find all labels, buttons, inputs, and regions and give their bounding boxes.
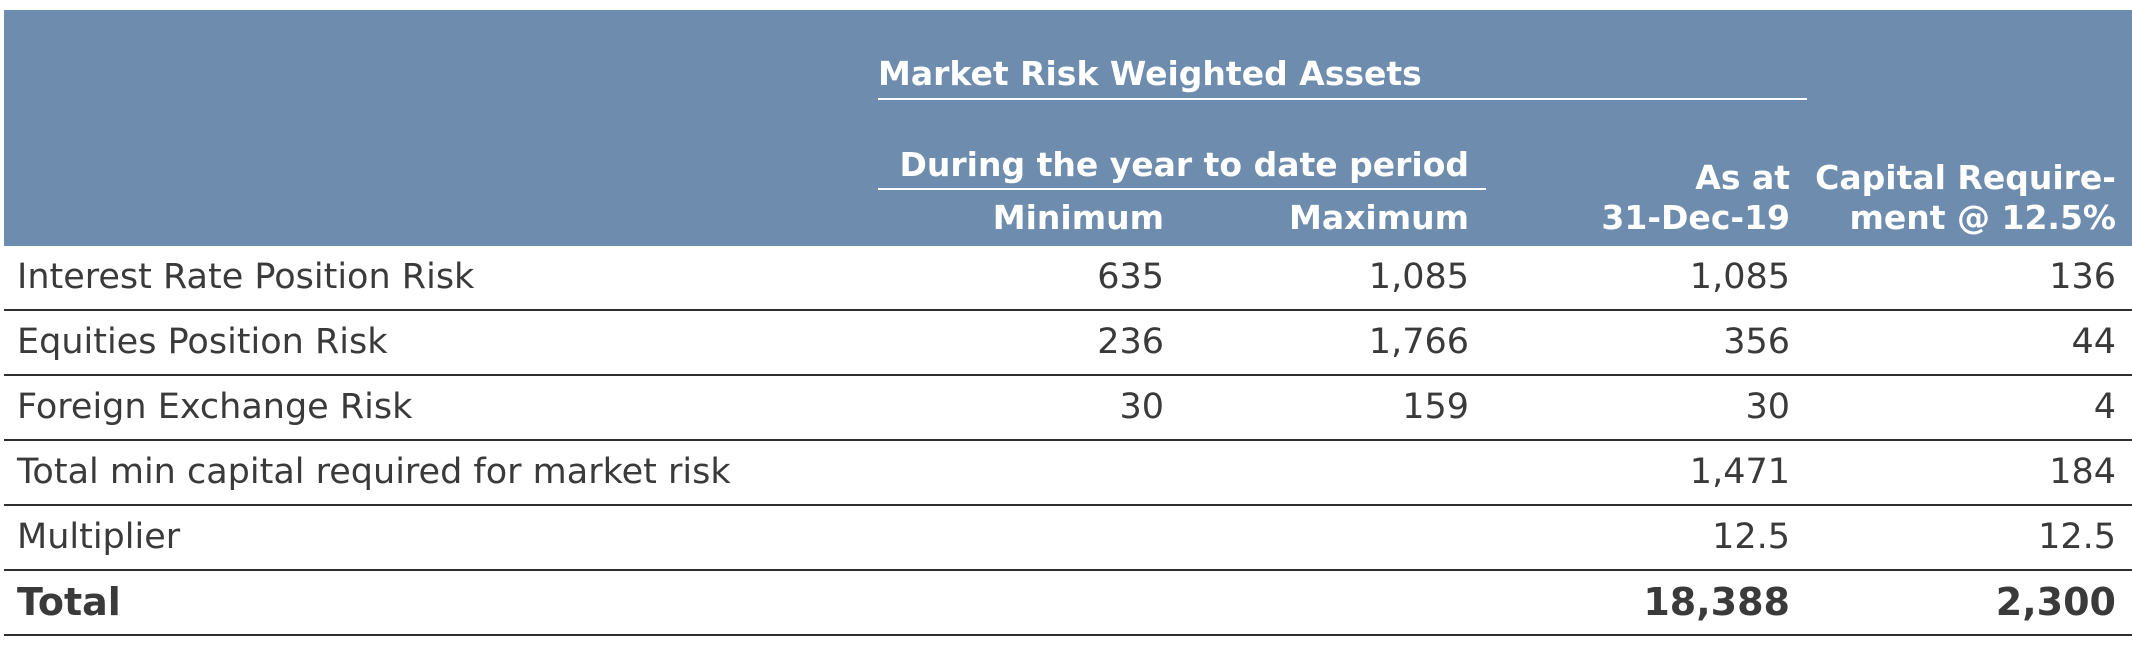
cell-maximum [1269,571,1469,634]
cell-minimum: 236 [1097,322,1164,362]
cell-capital: 184 [2049,452,2116,492]
header-group-title: Market Risk Weighted Assets [878,54,1422,93]
cell-as-at: 30 [1745,387,1790,427]
cell-as-at: 12.5 [1712,517,1790,557]
cell-maximum: 1,766 [1368,322,1469,362]
cell-minimum [964,506,1164,569]
cell-minimum [964,571,1164,634]
cell-as-at: 1,471 [1689,452,1790,492]
row-label: Multiplier [17,517,181,557]
header-subgroup-title: During the year to date period [899,145,1470,184]
table-header: Market Risk Weighted Assets During the y… [4,10,2132,246]
cell-capital: 12.5 [2038,517,2116,557]
cell-maximum [1269,506,1469,569]
cell-minimum: 635 [1097,257,1164,297]
cell-capital: 44 [2071,322,2116,362]
header-subgroup-underline [878,188,1486,190]
table-row-total: Total 18,388 2,300 [4,571,2132,636]
cell-as-at: 1,085 [1689,257,1790,297]
table-row: Equities Position Risk 236 1,766 356 44 [4,311,2132,376]
cell-maximum: 159 [1402,387,1469,427]
cell-capital: 136 [2049,257,2116,297]
header-col-capital-line1: Capital Require- [1815,158,2116,197]
cell-minimum [964,441,1164,504]
header-col-as-at-line2: 31-Dec-19 [1601,198,1790,237]
cell-capital: 2,300 [1995,580,2116,624]
row-label: Foreign Exchange Risk [17,387,413,427]
header-col-as-at-line1: As at [1695,158,1790,197]
header-group-underline [878,98,1807,100]
cell-maximum [1269,441,1469,504]
cell-minimum: 30 [1119,387,1164,427]
table-row: Interest Rate Position Risk 635 1,085 1,… [4,246,2132,311]
header-col-maximum: Maximum [1289,198,1469,237]
row-label: Total min capital required for market ri… [17,452,731,492]
cell-maximum: 1,085 [1368,257,1469,297]
table-row: Total min capital required for market ri… [4,441,2132,506]
table-row: Multiplier 12.5 12.5 [4,506,2132,571]
cell-capital: 4 [2093,387,2116,427]
header-col-capital-line2: ment @ 12.5% [1849,198,2117,237]
row-label: Equities Position Risk [17,322,388,362]
row-label: Interest Rate Position Risk [17,257,475,297]
cell-as-at: 356 [1723,322,1790,362]
row-label: Total [17,580,121,624]
header-col-minimum: Minimum [992,198,1164,237]
table-row: Foreign Exchange Risk 30 159 30 4 [4,376,2132,441]
market-risk-table: Market Risk Weighted Assets During the y… [4,10,2132,636]
cell-as-at: 18,388 [1643,580,1790,624]
